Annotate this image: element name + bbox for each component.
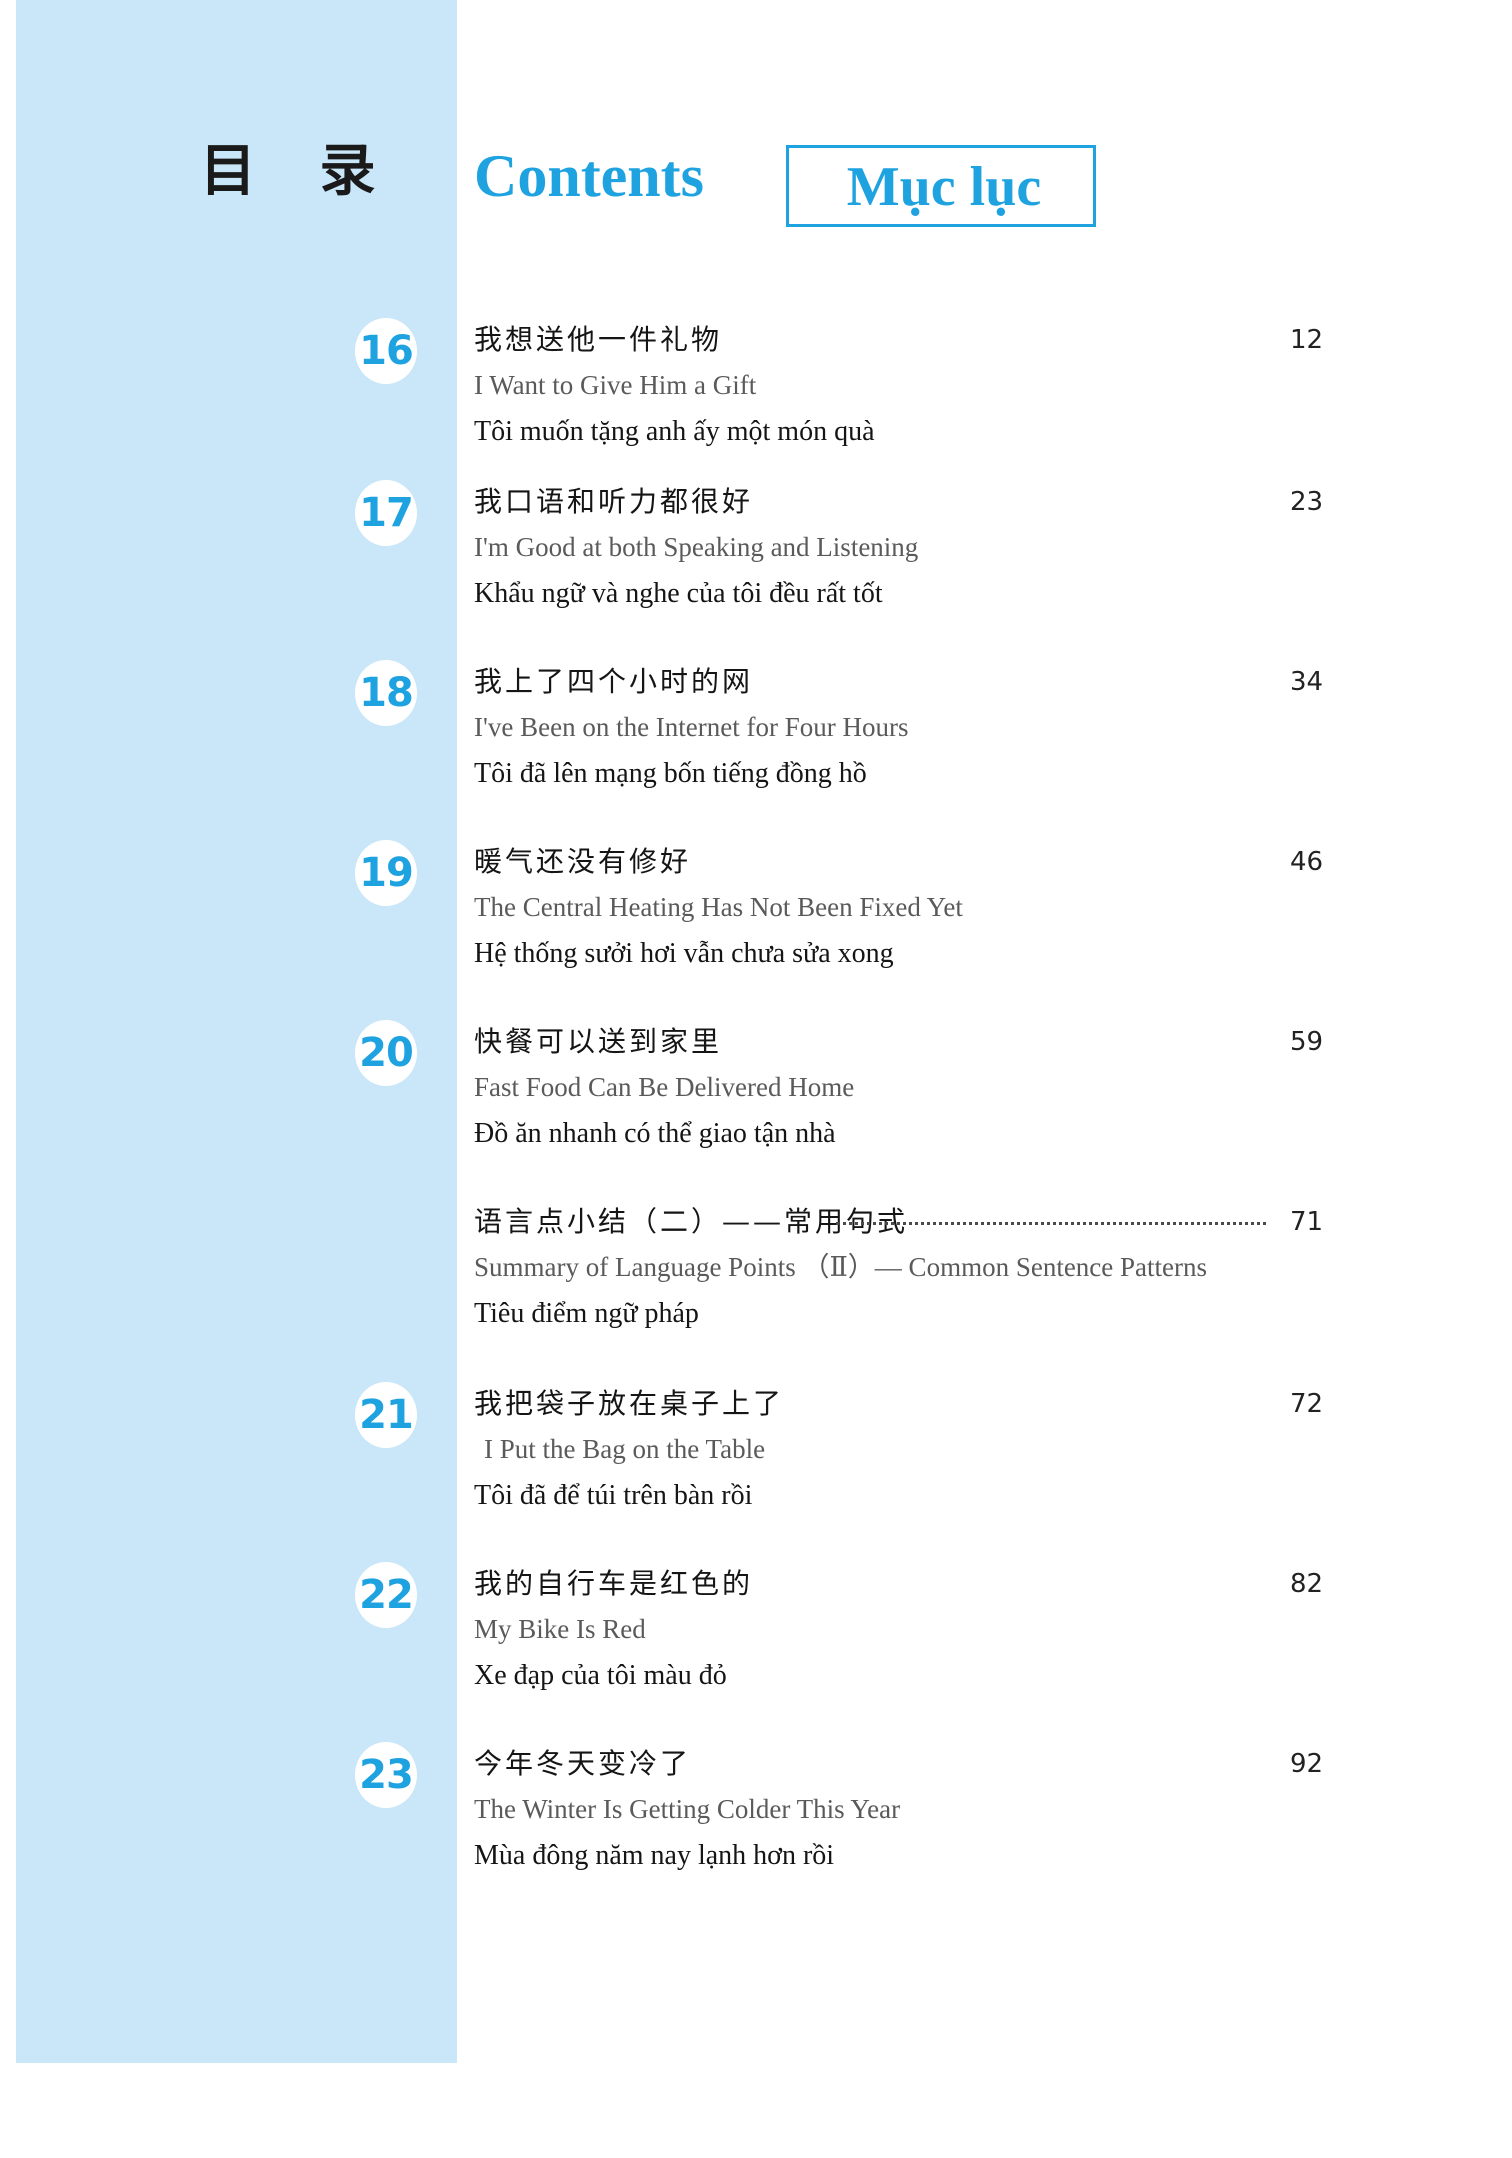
page-header: 目 录 Contents Mục lục — [0, 140, 1512, 270]
entry-page-number[interactable]: 12 — [1290, 325, 1324, 355]
entry-title-vietnamese: Khẩu ngữ và nghe của tôi đều rất tốt — [474, 578, 883, 609]
entry-title-vietnamese: Đồ ăn nhanh có thể giao tận nhà — [474, 1118, 836, 1149]
entry-title-chinese: 我上了四个小时的网 — [474, 665, 754, 698]
entry-title-english: Fast Food Can Be Delivered Home — [474, 1072, 855, 1102]
entry-title-chinese: 我的自行车是红色的 — [474, 1567, 754, 1600]
entry-title-chinese: 我把袋子放在桌子上了 — [474, 1387, 785, 1420]
entry-page-number[interactable]: 46 — [1290, 847, 1324, 877]
entry-title-english: My Bike Is Red — [474, 1614, 646, 1644]
page-title-english: Contents — [474, 143, 705, 209]
entry-page-number[interactable]: 23 — [1290, 487, 1324, 517]
entry-page-number[interactable]: 92 — [1290, 1749, 1324, 1779]
entry-number-badge: 19 — [355, 840, 417, 906]
entry-title-english: I'm Good at both Speaking and Listening — [474, 532, 919, 562]
entry-number-badge: 20 — [355, 1020, 417, 1086]
entry-title-english: Summary of Language Points （Ⅱ）— Common S… — [474, 1252, 1208, 1282]
page-title-vietnamese: Mục lục — [846, 156, 1042, 218]
entry-text-block: 我上了四个小时的网 I've Been on the Internet for F… — [474, 660, 1264, 798]
entry-title-vietnamese: Tiêu điểm ngữ pháp — [474, 1298, 699, 1329]
entry-number-badge: 23 — [355, 1742, 417, 1808]
entry-page-number[interactable]: 34 — [1290, 667, 1324, 697]
entry-title-vietnamese: Xe đạp của tôi màu đỏ — [474, 1660, 727, 1691]
page-title-chinese: 目 录 — [200, 138, 398, 204]
entry-text-block: 我把袋子放在桌子上了 I Put the Bag on the Table Tôi … — [474, 1382, 1264, 1520]
entry-title-chinese: 暖气还没有修好 — [474, 845, 692, 878]
entry-title-chinese: 语言点小结（二）——常用句式 — [474, 1205, 909, 1238]
entry-number-badge: 21 — [355, 1382, 417, 1448]
entry-title-english: The Winter Is Getting Colder This Year — [474, 1794, 901, 1824]
entry-title-vietnamese: Tôi muốn tặng anh ấy một món quà — [474, 416, 875, 447]
entry-title-vietnamese: Mùa đông năm nay lạnh hơn rồi — [474, 1840, 835, 1871]
entry-title-vietnamese: Tôi đã để túi trên bàn rồi — [474, 1480, 753, 1511]
entry-text-block: 我口语和听力都很好 I'm Good at both Speaking and L… — [474, 480, 1264, 618]
entry-title-chinese: 我想送他一件礼物 — [474, 323, 723, 356]
entry-title-english: The Central Heating Has Not Been Fixed Y… — [474, 892, 963, 922]
entry-title-english: I've Been on the Internet for Four Hours — [474, 712, 909, 742]
entry-number-badge: 22 — [355, 1562, 417, 1628]
entry-title-vietnamese: Hệ thống sưởi hơi vẫn chưa sửa xong — [474, 938, 894, 969]
muc-luc-box: Mục lục — [786, 145, 1096, 227]
dotted-leader — [836, 1222, 1266, 1225]
entry-page-number[interactable]: 72 — [1290, 1389, 1324, 1419]
entry-number-badge: 17 — [355, 480, 417, 546]
entry-text-block: 今年冬天变冷了 The Winter Is Getting Colder This… — [474, 1742, 1264, 1880]
entry-text-block: 暖气还没有修好 The Central Heating Has Not Been … — [474, 840, 1264, 978]
entry-title-vietnamese: Tôi đã lên mạng bốn tiếng đồng hồ — [474, 758, 867, 789]
entry-text-block: 语言点小结（二）——常用句式 Summary of Language Points… — [474, 1200, 1264, 1338]
entry-title-chinese: 快餐可以送到家里 — [474, 1025, 723, 1058]
entry-number-badge: 18 — [355, 660, 417, 726]
entry-text-block: 我的自行车是红色的 My Bike Is Red Xe đạp của tôi mà… — [474, 1562, 1264, 1700]
entry-number-badge: 16 — [355, 318, 417, 384]
entry-title-english: I Put the Bag on the Table — [484, 1434, 766, 1464]
entry-page-number[interactable]: 82 — [1290, 1569, 1324, 1599]
entry-text-block: 快餐可以送到家里 Fast Food Can Be Delivered Home Đ… — [474, 1020, 1264, 1158]
entry-text-block: 我想送他一件礼物 I Want to Give Him a Gift Tôi muố… — [474, 318, 1264, 456]
entry-page-number[interactable]: 71 — [1290, 1207, 1324, 1237]
entry-title-chinese: 今年冬天变冷了 — [474, 1747, 692, 1780]
entry-page-number[interactable]: 59 — [1290, 1027, 1324, 1057]
entry-title-english: I Want to Give Him a Gift — [474, 370, 757, 400]
entry-title-chinese: 我口语和听力都很好 — [474, 485, 754, 518]
